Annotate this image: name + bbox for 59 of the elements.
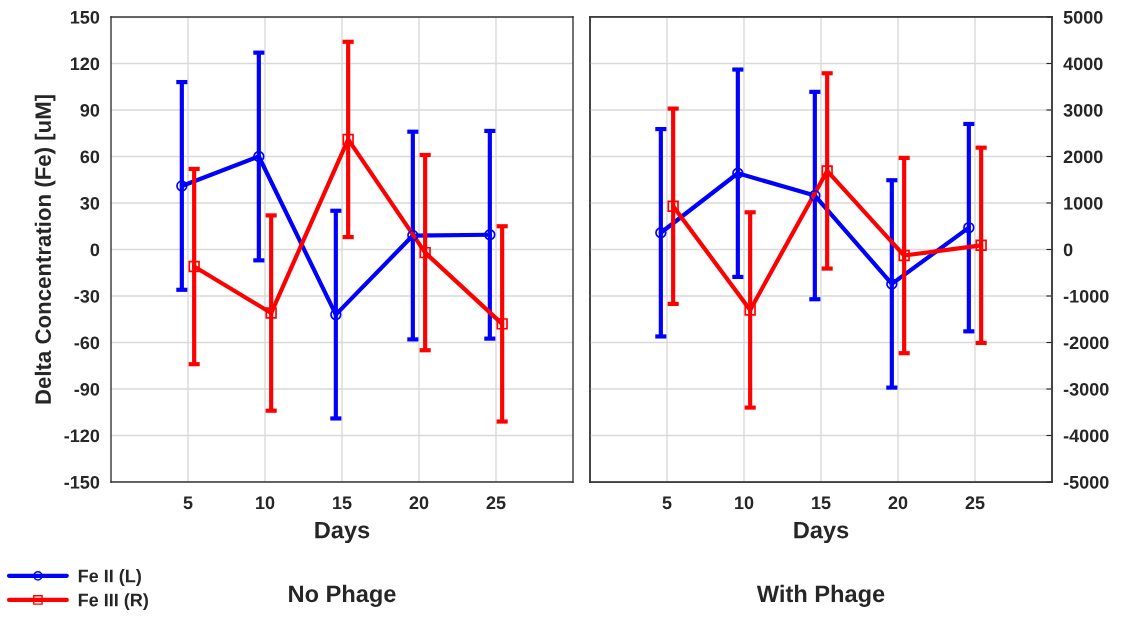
y2-tick-label: 1000 [1064,196,1103,210]
y2-tick-label: 5000 [1063,10,1103,24]
point [484,229,496,241]
x-axis-title: Days [315,521,370,544]
point [809,189,821,202]
point [419,246,431,259]
text: No Phage [289,584,396,607]
point [188,260,200,273]
point [667,200,679,212]
x-tick-label: 15 [812,496,831,510]
x-tick-label: 10 [735,496,754,510]
point [898,249,910,262]
y-tick-label: -30 [74,289,100,303]
y2-tick-label: 4000 [1063,57,1103,71]
point [821,165,833,177]
point [975,239,987,252]
x-tick-label: 5 [662,496,672,510]
y2-tick-label: -3000 [1063,382,1109,396]
text: With Phage [756,584,885,607]
y-axis-title: Delta Concentration (Fe) [uM] [34,95,56,404]
x-tick-label: 20 [888,496,908,510]
legend-label: Fe II (L) [78,569,141,586]
point [732,167,744,179]
y-tick-label: 90 [80,103,100,117]
y-tick-label: -120 [64,429,100,443]
x-tick-label: 5 [183,496,193,510]
x-tick-label: 15 [333,496,352,510]
y-tick-label: 120 [70,57,100,71]
y2-tick-label: 0 [1063,243,1073,257]
legend-label: Fe III (R) [78,593,148,610]
point [744,304,756,316]
x-axis-title: Days [794,521,849,544]
y-tick-label: 30 [80,196,100,210]
y-tick-label: 0 [90,243,100,257]
point [496,318,508,330]
point [963,221,975,234]
point [886,278,898,290]
y-tick-label: -90 [74,382,100,396]
x-tick-label: 20 [409,496,429,510]
y2-tick-label: 3000 [1063,103,1103,117]
y-tick-label: 150 [70,10,100,24]
y2-tick-label: -5000 [1063,475,1109,489]
point [655,227,667,239]
point [330,308,342,321]
point [253,150,265,163]
x-tick-label: 25 [965,496,985,510]
point [265,307,277,319]
x-tick-label: 10 [256,496,275,510]
y2-tick-label: -4000 [1063,429,1109,443]
y-tick-label: -150 [64,475,100,489]
point [176,180,188,192]
y2-tick-label: -2000 [1063,336,1109,350]
y-tick-label: -60 [74,336,100,350]
y2-tick-label: 2000 [1063,150,1103,164]
point [342,133,354,146]
y-tick-label: 60 [80,150,100,164]
x-tick-label: 25 [486,496,506,510]
point [407,229,419,242]
y2-tick-label: -1000 [1063,289,1109,303]
